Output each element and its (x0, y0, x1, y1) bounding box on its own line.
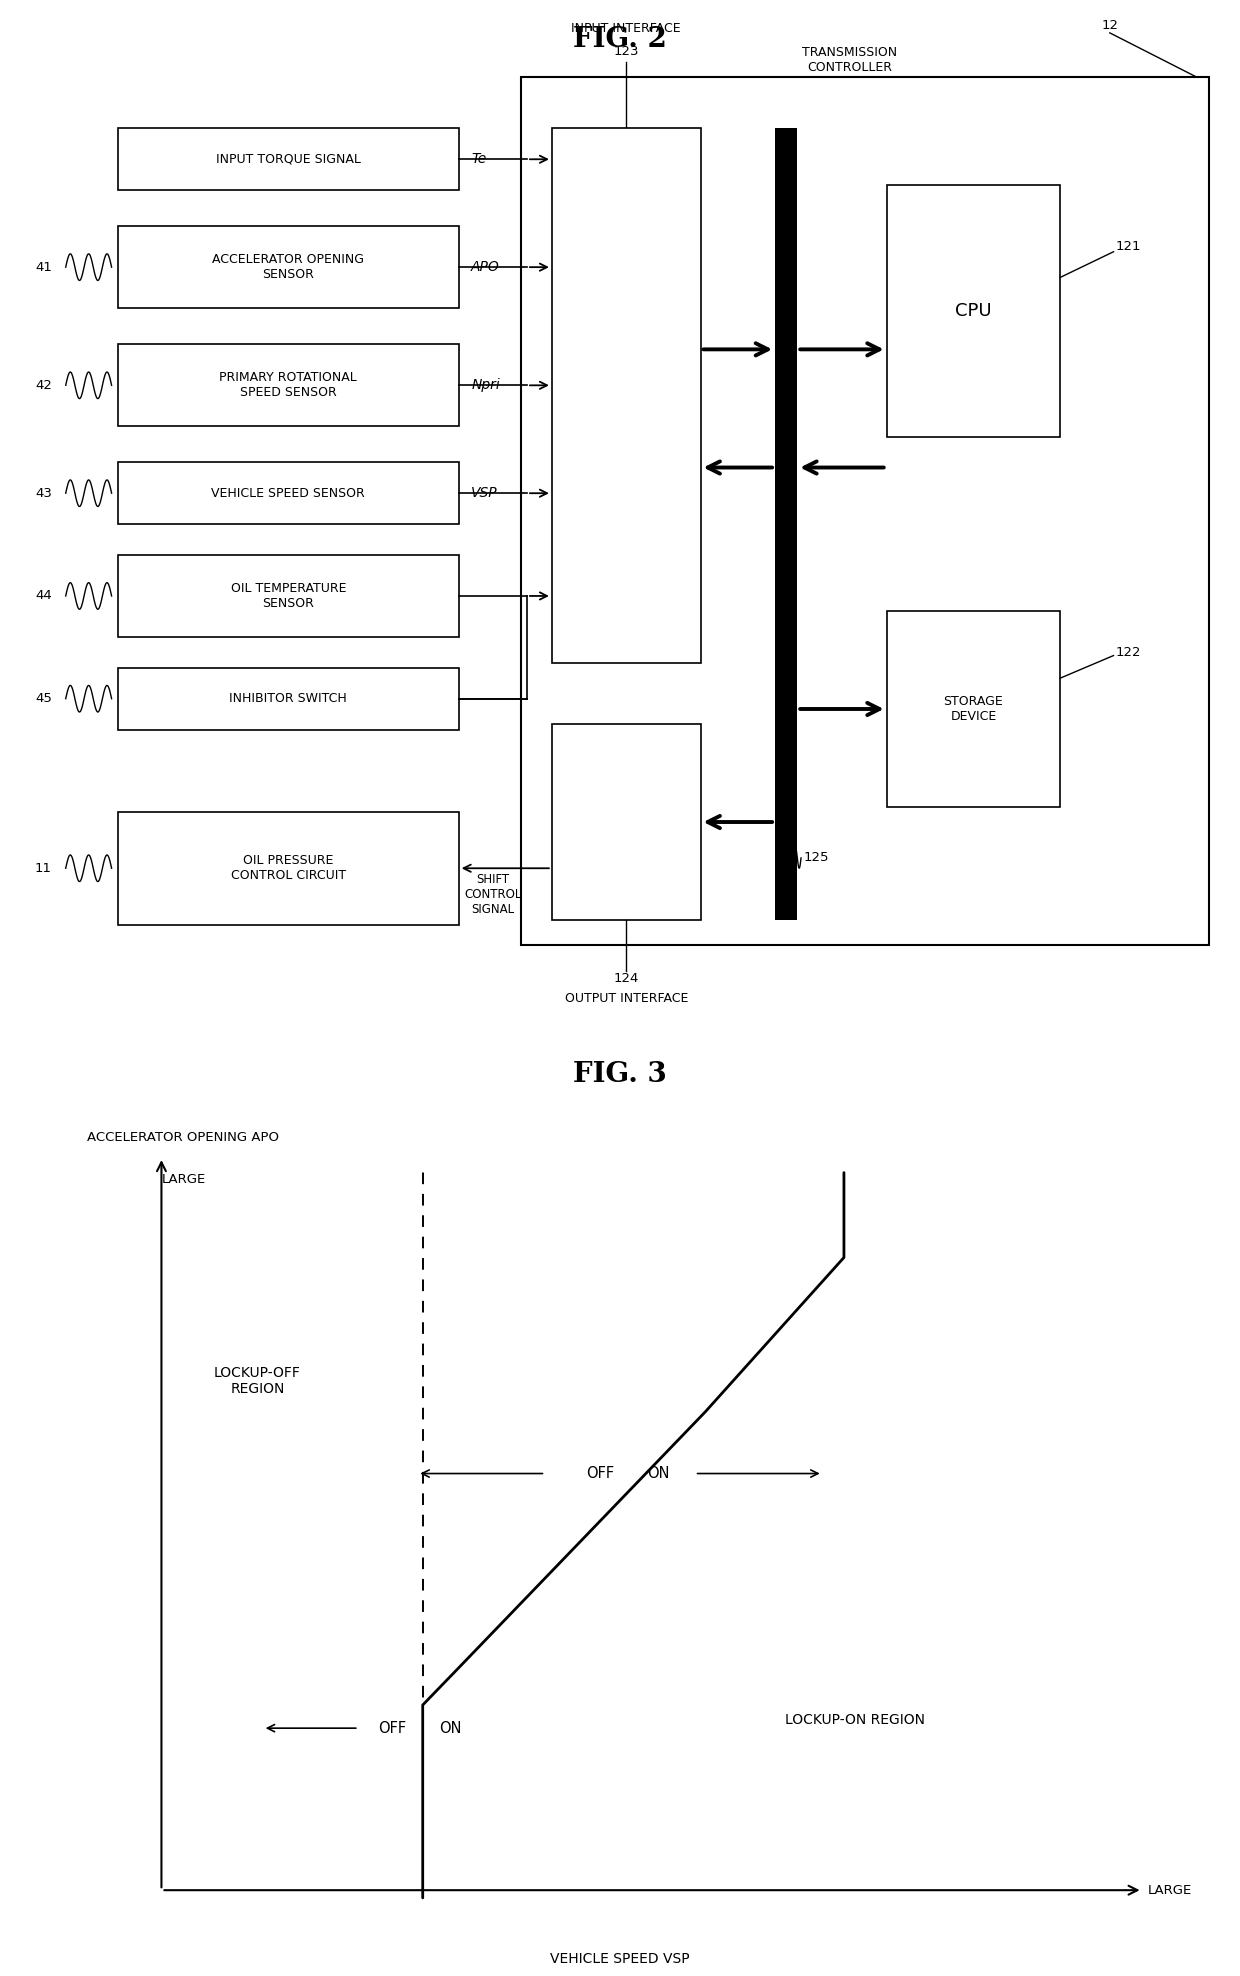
Bar (521, 77, 1209, 945)
Bar (118, 128, 459, 190)
Bar (118, 555, 459, 636)
Text: INPUT TORQUE SIGNAL: INPUT TORQUE SIGNAL (216, 152, 361, 166)
Text: OFF: OFF (587, 1466, 615, 1482)
Text: INPUT INTERFACE: INPUT INTERFACE (572, 22, 681, 36)
Text: 12: 12 (1101, 20, 1118, 32)
Bar (118, 225, 459, 308)
Text: 42: 42 (35, 379, 52, 391)
Text: ON: ON (646, 1466, 670, 1482)
Text: 41: 41 (35, 261, 52, 273)
Bar (118, 462, 459, 524)
Text: 125: 125 (804, 852, 830, 864)
Text: SHIFT
CONTROL
SIGNAL: SHIFT CONTROL SIGNAL (464, 873, 522, 917)
Bar (118, 668, 459, 729)
Text: 11: 11 (35, 862, 52, 875)
Text: TRANSMISSION
CONTROLLER: TRANSMISSION CONTROLLER (802, 45, 897, 75)
Text: ACCELERATOR OPENING APO: ACCELERATOR OPENING APO (87, 1132, 279, 1144)
Text: OUTPUT INTERFACE: OUTPUT INTERFACE (564, 992, 688, 1006)
Text: LARGE: LARGE (161, 1172, 206, 1186)
Bar (118, 344, 459, 427)
Text: APO: APO (471, 261, 500, 275)
Text: PRIMARY ROTATIONAL
SPEED SENSOR: PRIMARY ROTATIONAL SPEED SENSOR (219, 371, 357, 399)
Text: LOCKUP-OFF
REGION: LOCKUP-OFF REGION (215, 1365, 301, 1395)
Text: FIG. 3: FIG. 3 (573, 1061, 667, 1089)
Text: STORAGE
DEVICE: STORAGE DEVICE (1142, 678, 1194, 700)
Text: 43: 43 (35, 486, 52, 500)
Bar (552, 725, 701, 919)
Bar (118, 812, 459, 925)
Text: INHIBITOR SWITCH: INHIBITOR SWITCH (229, 692, 347, 705)
Bar (887, 186, 1060, 437)
Text: Te: Te (471, 152, 486, 166)
Text: 123: 123 (614, 45, 639, 57)
Text: 122: 122 (1116, 646, 1142, 658)
Text: ON: ON (439, 1721, 461, 1735)
Text: 45: 45 (35, 692, 52, 705)
Text: OFF: OFF (378, 1721, 407, 1735)
Text: LARGE: LARGE (1148, 1883, 1192, 1897)
Text: STORAGE
DEVICE: STORAGE DEVICE (944, 696, 1003, 723)
Text: 121: 121 (1116, 241, 1142, 253)
Text: LOCKUP-ON REGION: LOCKUP-ON REGION (785, 1713, 925, 1727)
Bar (887, 611, 1060, 806)
Text: OIL TEMPERATURE
SENSOR: OIL TEMPERATURE SENSOR (231, 583, 346, 611)
Text: CPU: CPU (955, 302, 992, 320)
Text: ACCELERATOR OPENING
SENSOR: ACCELERATOR OPENING SENSOR (212, 253, 365, 281)
Text: 44: 44 (35, 589, 52, 603)
Bar (775, 128, 797, 919)
Text: FIG. 2: FIG. 2 (573, 26, 667, 53)
Text: OIL PRESSURE
CONTROL CIRCUIT: OIL PRESSURE CONTROL CIRCUIT (231, 854, 346, 881)
Bar (552, 128, 701, 662)
Text: VSP: VSP (471, 486, 497, 500)
Text: 124: 124 (614, 972, 639, 984)
Text: VEHICLE SPEED SENSOR: VEHICLE SPEED SENSOR (212, 486, 365, 500)
Text: VEHICLE SPEED VSP: VEHICLE SPEED VSP (551, 1952, 689, 1966)
Text: Npri: Npri (471, 377, 500, 393)
